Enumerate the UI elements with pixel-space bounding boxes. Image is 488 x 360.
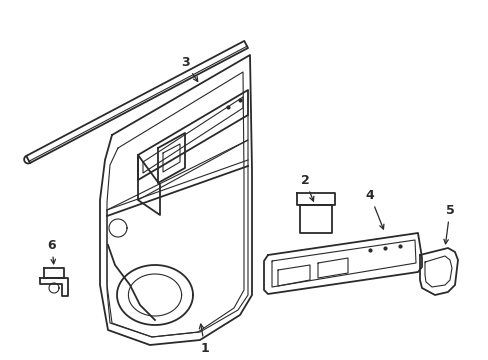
Text: 2: 2 [300,174,313,201]
Text: 1: 1 [199,324,209,355]
Text: 4: 4 [365,189,383,229]
Text: 5: 5 [443,203,453,244]
Text: 3: 3 [181,55,197,81]
Text: 6: 6 [48,239,56,264]
